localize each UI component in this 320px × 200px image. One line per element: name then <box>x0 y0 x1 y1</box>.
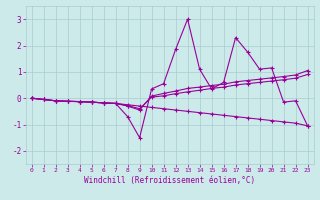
X-axis label: Windchill (Refroidissement éolien,°C): Windchill (Refroidissement éolien,°C) <box>84 176 255 185</box>
